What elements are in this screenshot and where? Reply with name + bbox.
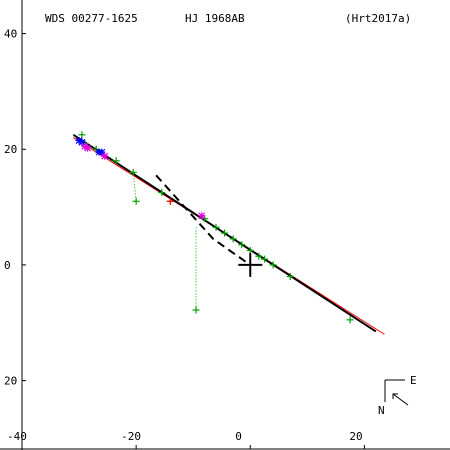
green-plus-point <box>261 255 269 263</box>
marker-stroke-d2 <box>98 148 106 156</box>
blue-star-point <box>78 138 86 146</box>
green-plus-point <box>192 306 200 314</box>
header-wds-id: WDS 00277-1625 <box>45 12 138 25</box>
x-tick-label: 20 <box>349 430 362 443</box>
dashed-line <box>155 174 251 266</box>
red-plus-point <box>166 197 174 205</box>
y-tick-label: 20 <box>4 143 17 156</box>
x-tick-label: -40 <box>7 430 27 443</box>
compass-east-label: E <box>410 374 417 387</box>
green-plus-point <box>238 241 246 249</box>
marker-stroke-d2 <box>78 138 86 146</box>
magenta-star-point <box>101 152 109 160</box>
green-plus-point <box>132 197 140 205</box>
marker-stroke-d2 <box>81 142 89 150</box>
marker-stroke-d2 <box>75 137 83 144</box>
green-plus-point <box>129 168 137 176</box>
compass-north-label: N <box>378 404 385 417</box>
green-plus-point <box>255 252 263 260</box>
motion-arrow-head <box>392 393 398 399</box>
green-plus-point <box>286 272 294 280</box>
header-reference: (Hrt2017a) <box>345 12 411 25</box>
header-pair-name: HJ 1968AB <box>185 12 245 25</box>
y-tick-label: 40 <box>4 28 17 41</box>
motion-arrow-shaft <box>392 393 409 406</box>
green-plus-point <box>221 229 229 237</box>
green-plus-point <box>269 261 277 269</box>
marker-stroke-d2 <box>198 212 206 220</box>
residual-dotted-line <box>132 172 137 202</box>
green-plus-point <box>212 223 220 231</box>
marker-stroke-d2 <box>101 152 109 160</box>
green-plus-point <box>346 316 354 324</box>
magenta-star-point <box>84 144 92 152</box>
y-tick-label: 0 <box>4 259 11 272</box>
blue-star-point <box>98 148 106 156</box>
y-tick-label: 20 <box>4 375 17 388</box>
green-plus-point <box>112 157 120 165</box>
green-plus-point <box>246 246 254 254</box>
data-points <box>75 131 354 324</box>
marker-stroke-d2 <box>84 144 92 152</box>
compass-indicator: E N <box>378 374 417 417</box>
x-tick-label: 0 <box>235 430 242 443</box>
green-plus-point <box>78 131 86 139</box>
x-tick-label: -20 <box>121 430 141 443</box>
green-plus-point <box>229 235 237 243</box>
magenta-star-point <box>198 212 206 220</box>
green-plus-point <box>158 189 166 197</box>
primary-star-marker <box>238 252 263 277</box>
axis-ticks: 40 20 0 20 -40 -20 0 20 <box>4 28 365 449</box>
